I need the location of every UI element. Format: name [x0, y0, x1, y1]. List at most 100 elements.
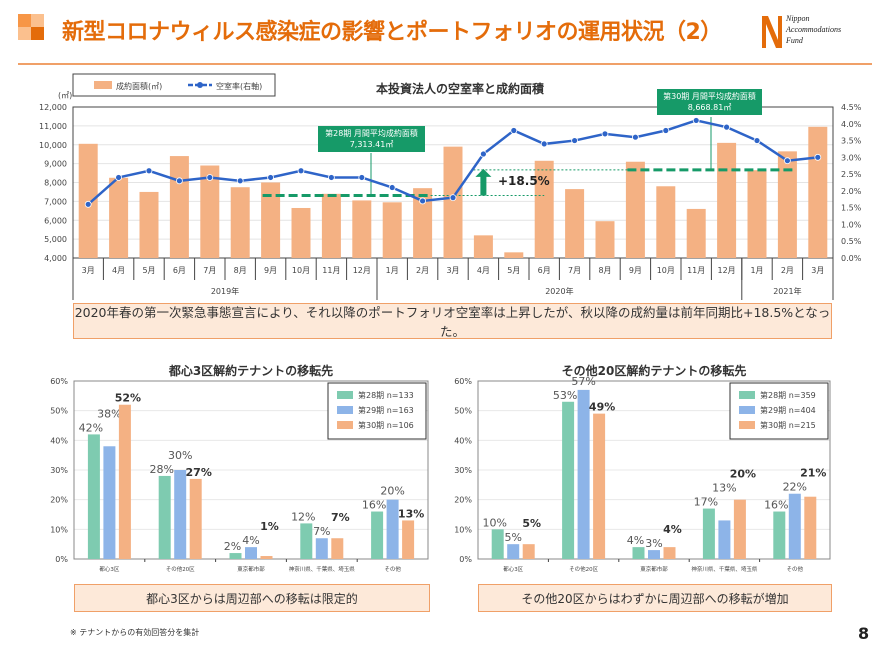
- y-tick-label: 50%: [454, 407, 472, 416]
- data-label: 13%: [712, 482, 736, 495]
- data-label: 53%: [553, 389, 577, 402]
- x-tick-label: 3月: [811, 266, 824, 275]
- data-label: 5%: [522, 517, 541, 530]
- legend-swatch: [337, 421, 353, 429]
- bar: [402, 520, 415, 559]
- data-label: 1%: [260, 520, 279, 533]
- y-tick-label: 4,000: [44, 254, 67, 263]
- x-tick-label: 都心3区: [503, 566, 523, 573]
- bar: [656, 186, 676, 258]
- data-label: 20%: [380, 485, 404, 498]
- legend-marker: [197, 82, 203, 88]
- data-label: 13%: [398, 507, 424, 520]
- y-tick-label: 10%: [50, 525, 68, 534]
- vacancy-point: [206, 174, 214, 181]
- page-title: 新型コロナウィルス感染症の影響とポートフォリオの運用状況（2）: [62, 20, 722, 45]
- y-tick-label: 7,000: [44, 197, 67, 206]
- data-label: 49%: [589, 401, 615, 414]
- vacancy-point: [479, 150, 487, 158]
- y2-tick-label: 2.0%: [841, 187, 862, 196]
- y-axis-unit: (㎡): [58, 91, 72, 100]
- y-tick-label: 10,000: [39, 141, 67, 150]
- data-label: 7%: [313, 525, 330, 538]
- data-label: 4%: [242, 534, 259, 547]
- left-callout: 都心3区からは周辺部への移転は限定的: [74, 584, 430, 612]
- bar: [717, 142, 737, 258]
- bar: [382, 202, 402, 258]
- average-value: 7,313.41㎡: [349, 140, 394, 149]
- y-tick-label: 12,000: [39, 103, 67, 112]
- bar: [632, 547, 645, 559]
- y-tick-label: 20%: [50, 496, 68, 505]
- bar: [473, 235, 493, 258]
- y-tick-label: 30%: [454, 466, 472, 475]
- y-tick-label: 6,000: [44, 216, 67, 225]
- vacancy-point: [419, 197, 427, 205]
- bar: [808, 126, 828, 258]
- x-tick-label: 都心3区: [99, 566, 119, 573]
- y2-tick-label: 0.0%: [841, 254, 862, 263]
- y-tick-label: 60%: [50, 377, 68, 386]
- vacancy-point: [784, 157, 791, 165]
- x-tick-label: 4月: [112, 266, 125, 275]
- x-tick-label: 11月: [322, 266, 340, 275]
- y2-tick-label: 1.0%: [841, 220, 862, 229]
- x-tick-label: 東京都市部: [640, 565, 668, 573]
- data-label: 3%: [645, 537, 662, 550]
- bar: [565, 189, 585, 258]
- x-tick-label: 5月: [507, 266, 520, 275]
- y2-tick-label: 3.5%: [841, 137, 862, 146]
- vacancy-point: [571, 137, 578, 144]
- vacancy-point: [267, 174, 275, 181]
- bar: [245, 547, 257, 559]
- vacancy-point: [236, 177, 244, 185]
- bar: [189, 478, 202, 559]
- vacancy-point: [662, 127, 670, 134]
- x-tick-label: 3月: [82, 266, 95, 275]
- data-label: 17%: [694, 496, 718, 509]
- bar: [331, 538, 344, 559]
- data-label: 2%: [224, 540, 241, 553]
- bar: [315, 538, 328, 559]
- legend-label: 第30期 n=106: [358, 420, 414, 430]
- bar: [78, 143, 98, 258]
- x-tick-label: 3月: [446, 266, 459, 275]
- y2-tick-label: 3.0%: [841, 153, 862, 162]
- y-tick-label: 50%: [50, 407, 68, 416]
- bar: [625, 161, 645, 258]
- x-tick-label: その他20区: [166, 565, 195, 573]
- bar: [139, 191, 159, 258]
- vacancy-point: [297, 167, 305, 175]
- bar: [87, 434, 100, 559]
- legend-label: 第28期 n=133: [358, 390, 414, 400]
- legend-swatch: [337, 391, 353, 399]
- average-label: 第28期 月間平均成約面積: [325, 129, 418, 138]
- legend-label: 第29期 n=163: [358, 405, 414, 415]
- y-tick-label: 9,000: [44, 160, 67, 169]
- chart-title: その他20区解約テナントの移転先: [561, 364, 747, 378]
- data-label: 28%: [149, 463, 173, 476]
- bar: [534, 160, 554, 258]
- bar: [663, 547, 676, 559]
- vacancy-point: [692, 117, 700, 124]
- bar: [504, 252, 524, 258]
- x-tick-label: 神奈川県、千葉県、埼玉県: [691, 565, 758, 573]
- bar: [158, 475, 171, 559]
- bar: [109, 177, 129, 258]
- logo-text: Accommodations: [786, 25, 842, 34]
- data-label: 22%: [783, 481, 807, 494]
- average-value: 8,668.81㎡: [687, 103, 732, 112]
- legend-label: 空室率(右軸): [216, 81, 262, 91]
- data-label: 21%: [800, 467, 826, 480]
- bar: [491, 529, 504, 559]
- bar: [371, 511, 384, 559]
- bar: [352, 200, 372, 258]
- average-callout-30: 第30期 月間平均成約面積 8,668.81㎡: [657, 89, 762, 115]
- x-tick-label: 5月: [142, 266, 155, 275]
- data-label: 10%: [482, 516, 506, 529]
- vacancy-point: [601, 130, 609, 138]
- logo: Nippon Accommodations Fund: [760, 12, 880, 52]
- bar: [733, 499, 746, 559]
- bar: [648, 550, 660, 559]
